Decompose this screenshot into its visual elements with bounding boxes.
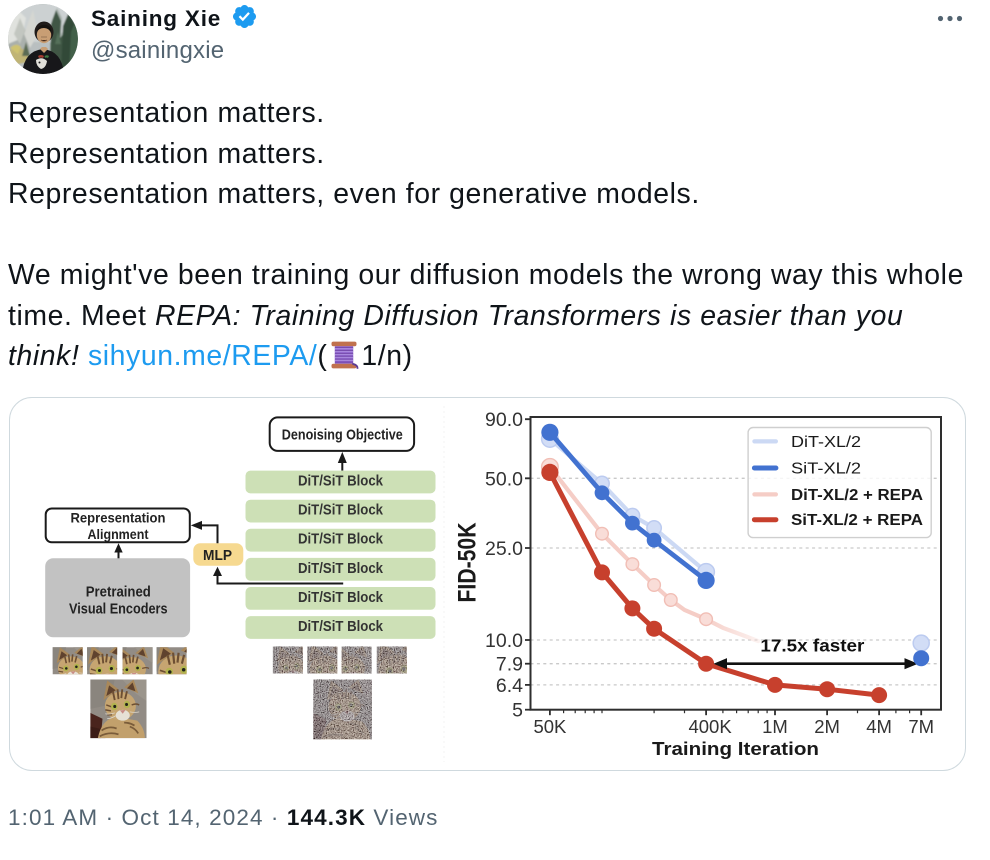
svg-text:DiT/SiT Block: DiT/SiT Block bbox=[298, 532, 384, 548]
svg-text:Pretrained: Pretrained bbox=[86, 583, 151, 600]
svg-text:FID-50K: FID-50K bbox=[454, 523, 482, 603]
svg-text:7M: 7M bbox=[908, 716, 934, 737]
svg-text:6.4: 6.4 bbox=[496, 675, 523, 697]
svg-text:7.9: 7.9 bbox=[496, 654, 523, 676]
svg-text:DiT-XL/2: DiT-XL/2 bbox=[791, 434, 861, 451]
svg-text:10.0: 10.0 bbox=[485, 630, 523, 652]
svg-text:DiT/SiT Block: DiT/SiT Block bbox=[298, 474, 384, 490]
svg-text:DiT/SiT Block: DiT/SiT Block bbox=[298, 619, 384, 635]
svg-text:400K: 400K bbox=[688, 716, 732, 737]
svg-text:Denoising Objective: Denoising Objective bbox=[282, 427, 403, 444]
svg-text:1M: 1M bbox=[762, 716, 788, 737]
svg-text:5: 5 bbox=[512, 700, 523, 722]
svg-text:90.0: 90.0 bbox=[485, 409, 523, 431]
svg-text:2M: 2M bbox=[814, 716, 840, 737]
svg-text:Representation: Representation bbox=[71, 511, 166, 526]
svg-text:MLP: MLP bbox=[203, 547, 232, 564]
svg-text:Training Iteration: Training Iteration bbox=[652, 738, 819, 759]
svg-text:25.0: 25.0 bbox=[485, 538, 523, 560]
svg-text:SiT-XL/2 + REPA: SiT-XL/2 + REPA bbox=[791, 512, 923, 529]
svg-text:17.5x faster: 17.5x faster bbox=[760, 636, 864, 656]
svg-text:50K: 50K bbox=[533, 716, 567, 737]
svg-text:DiT/SiT Block: DiT/SiT Block bbox=[298, 503, 384, 519]
svg-text:DiT/SiT Block: DiT/SiT Block bbox=[298, 590, 384, 606]
svg-text:DiT/SiT Block: DiT/SiT Block bbox=[298, 561, 384, 577]
svg-text:SiT-XL/2: SiT-XL/2 bbox=[791, 461, 861, 478]
svg-text:Visual Encoders: Visual Encoders bbox=[69, 601, 168, 618]
svg-text:4M: 4M bbox=[866, 716, 892, 737]
svg-text:50.0: 50.0 bbox=[485, 468, 523, 490]
svg-text:DiT-XL/2 + REPA: DiT-XL/2 + REPA bbox=[791, 487, 923, 504]
svg-text:Alignment: Alignment bbox=[88, 527, 149, 542]
